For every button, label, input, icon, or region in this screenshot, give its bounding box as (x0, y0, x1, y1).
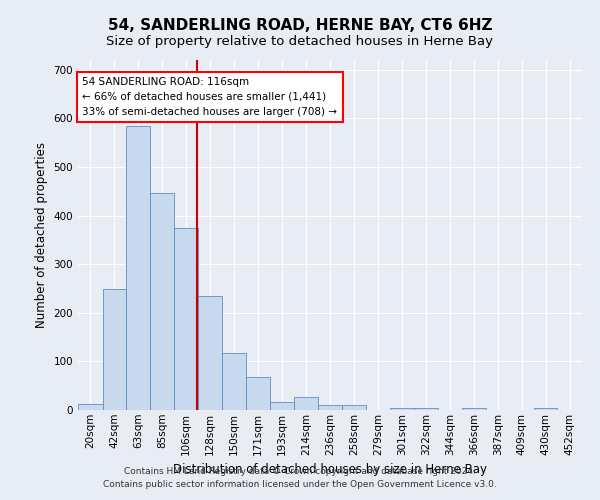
Bar (534, 408, 557, 410)
Bar (151, 192, 174, 410)
Bar (199, 296, 222, 410)
Y-axis label: Number of detached properties: Number of detached properties (35, 142, 48, 328)
Bar (295, 397, 318, 410)
Bar (78, 404, 103, 410)
Bar (413, 408, 438, 410)
Bar (103, 290, 126, 410)
Bar (461, 408, 486, 410)
Bar (126, 126, 151, 410)
Text: Size of property relative to detached houses in Herne Bay: Size of property relative to detached ho… (107, 35, 493, 48)
Text: Contains HM Land Registry data © Crown copyright and database right 2024.
Contai: Contains HM Land Registry data © Crown c… (103, 468, 497, 489)
Text: 54 SANDERLING ROAD: 116sqm
← 66% of detached houses are smaller (1,441)
33% of s: 54 SANDERLING ROAD: 116sqm ← 66% of deta… (82, 77, 337, 116)
Bar (270, 402, 295, 410)
Text: 54, SANDERLING ROAD, HERNE BAY, CT6 6HZ: 54, SANDERLING ROAD, HERNE BAY, CT6 6HZ (108, 18, 492, 32)
Bar (247, 378, 270, 410)
Bar (390, 408, 413, 410)
Bar (222, 353, 247, 410)
X-axis label: Distribution of detached houses by size in Herne Bay: Distribution of detached houses by size … (173, 463, 487, 476)
Bar (342, 405, 365, 410)
Bar (318, 405, 342, 410)
Bar (174, 228, 199, 410)
